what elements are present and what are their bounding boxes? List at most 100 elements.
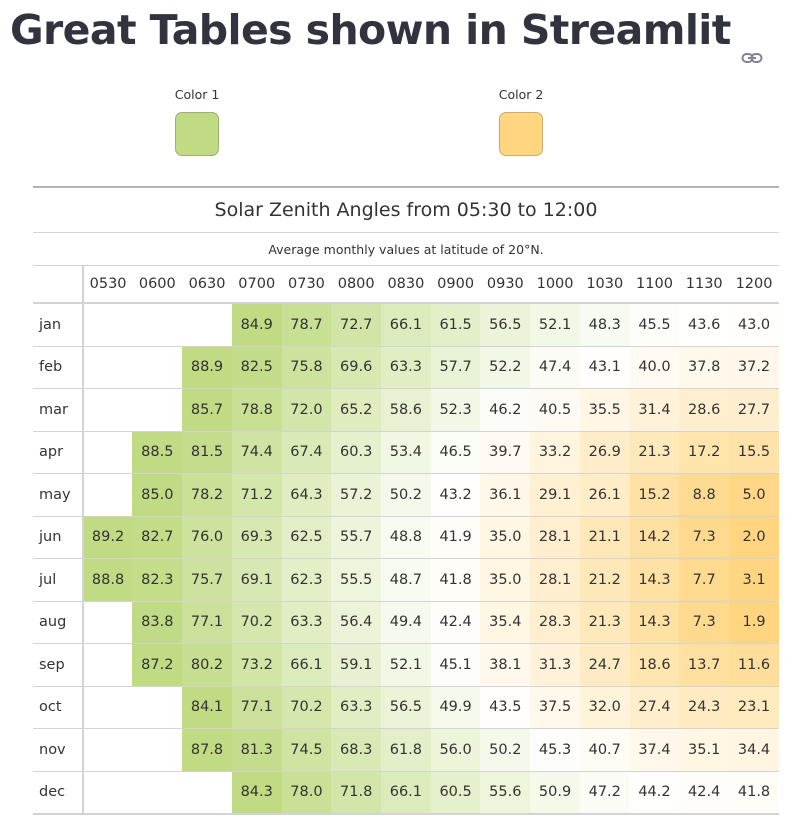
table-cell: 74.5	[281, 728, 332, 772]
table-cell: 37.2	[729, 346, 779, 389]
table-cell: 63.3	[281, 601, 332, 644]
table-cell: 88.9	[182, 346, 232, 389]
table-cell: 2.0	[729, 516, 779, 559]
color-picker-label: Color 2	[498, 87, 544, 102]
table-cell: 28.6	[679, 388, 730, 432]
table-row: aug 83.8 77.1 70.2 63.3 56.4 49.4 42.4 35.4 28.3 2…	[33, 601, 779, 644]
table-row: mar 85.7 78.8 72.0 65.2 58.6 52.3 46.2 40.5 35.5 3…	[33, 388, 779, 432]
table-cell	[182, 303, 232, 347]
table-cell	[82, 771, 133, 815]
table-cell: 66.1	[381, 771, 431, 815]
table-cell: 39.7	[480, 431, 531, 474]
page-title-text: Great Tables shown in Streamlit	[10, 6, 731, 54]
table-cell: 42.4	[679, 771, 730, 815]
great-table: Solar Zenith Angles from 05:30 to 12:00 …	[33, 186, 779, 815]
color-picker-1: Color 1	[172, 86, 222, 156]
solar-zenith-table: Solar Zenith Angles from 05:30 to 12:00 …	[33, 188, 779, 815]
table-cell: 84.3	[231, 771, 282, 815]
table-cell: 47.4	[530, 346, 580, 389]
column-header: 0530	[82, 265, 133, 304]
table-cell	[132, 728, 183, 772]
table-row: apr 88.5 81.5 74.4 67.4 60.3 53.4 46.5 39.7 33.2 2…	[33, 431, 779, 474]
table-cell: 43.0	[729, 303, 779, 347]
table-row: nov 87.8 81.3 74.5 68.3 61.8 56.0 50.2 45.3 40.7 3…	[33, 728, 779, 772]
column-header: 0900	[430, 265, 481, 304]
table-cell: 81.3	[231, 728, 282, 772]
table-cell	[82, 643, 133, 687]
table-cell: 23.1	[729, 686, 779, 729]
table-cell: 7.3	[679, 601, 730, 644]
row-label: oct	[33, 686, 84, 729]
stub-header	[33, 265, 84, 304]
table-cell	[182, 771, 232, 815]
table-cell: 41.9	[430, 516, 481, 559]
table-subtitle: Average monthly values at latitude of 20…	[33, 232, 779, 266]
column-header: 0700	[231, 265, 282, 304]
table-cell: 74.4	[231, 431, 282, 474]
table-row: oct 84.1 77.1 70.2 63.3 56.5 49.9 43.5 37.5 32.0 2…	[33, 686, 779, 729]
table-cell: 52.3	[430, 388, 481, 432]
table-cell	[132, 771, 183, 815]
table-cell: 82.5	[231, 346, 282, 389]
table-cell: 78.2	[182, 473, 232, 517]
table-cell: 50.2	[480, 728, 531, 772]
table-cell: 65.2	[331, 388, 382, 432]
table-cell: 40.5	[530, 388, 580, 432]
table-cell: 57.7	[430, 346, 481, 389]
table-cell: 21.2	[579, 558, 630, 602]
table-cell: 56.4	[331, 601, 382, 644]
table-cell: 61.8	[381, 728, 431, 772]
table-row: jun 89.2 82.7 76.0 69.3 62.5 55.7 48.8 41.9 35.0 2…	[33, 516, 779, 559]
table-cell: 77.1	[182, 601, 232, 644]
table-cell: 64.3	[281, 473, 332, 517]
table-cell: 83.8	[132, 601, 183, 644]
table-cell: 55.5	[331, 558, 382, 602]
table-cell: 7.3	[679, 516, 730, 559]
table-cell: 77.1	[231, 686, 282, 729]
table-cell: 40.7	[579, 728, 630, 772]
table-cell: 70.2	[281, 686, 332, 729]
column-header: 0630	[182, 265, 232, 304]
color-swatch-button[interactable]	[175, 112, 219, 156]
column-header-row: 0530 0600 0630 0700 0730 0800 0830 0900 0930 1000…	[33, 265, 779, 304]
table-cell: 15.2	[629, 473, 680, 517]
table-cell: 85.7	[182, 388, 232, 432]
table-cell: 26.1	[579, 473, 630, 517]
table-cell: 60.5	[430, 771, 481, 815]
table-body: jan 84.9 78.7 72.7 66.1 61.5 56.5 52.1 48.3 45.5 4…	[33, 303, 779, 815]
table-cell: 76.0	[182, 516, 232, 559]
table-cell: 24.3	[679, 686, 730, 729]
table-cell: 44.2	[629, 771, 680, 815]
column-header: 0600	[132, 265, 183, 304]
table-cell: 71.8	[331, 771, 382, 815]
table-cell	[82, 431, 133, 474]
table-cell: 78.8	[231, 388, 282, 432]
table-cell: 45.5	[629, 303, 680, 347]
table-cell: 71.2	[231, 473, 282, 517]
table-cell: 46.5	[430, 431, 481, 474]
table-cell: 27.4	[629, 686, 680, 729]
table-row: may 85.0 78.2 71.2 64.3 57.2 50.2 43.2 36.1 29.1 2…	[33, 473, 779, 517]
table-cell: 21.1	[579, 516, 630, 559]
column-header: 1130	[679, 265, 730, 304]
color-swatch-button[interactable]	[499, 112, 543, 156]
row-label: sep	[33, 643, 84, 687]
table-cell: 31.4	[629, 388, 680, 432]
table-cell: 66.1	[381, 303, 431, 347]
table-cell: 53.4	[381, 431, 431, 474]
column-header: 1030	[579, 265, 630, 304]
column-header: 0730	[281, 265, 332, 304]
table-cell: 18.6	[629, 643, 680, 687]
table-cell: 3.1	[729, 558, 779, 602]
table-cell: 78.7	[281, 303, 332, 347]
table-cell: 45.3	[530, 728, 580, 772]
row-label: apr	[33, 431, 84, 474]
link-icon[interactable]	[741, 27, 763, 63]
table-cell: 35.1	[679, 728, 730, 772]
table-cell: 32.0	[579, 686, 630, 729]
column-header: 0800	[331, 265, 382, 304]
table-cell: 33.2	[530, 431, 580, 474]
table-cell	[132, 346, 183, 389]
table-cell: 50.9	[530, 771, 580, 815]
row-label: may	[33, 473, 84, 517]
